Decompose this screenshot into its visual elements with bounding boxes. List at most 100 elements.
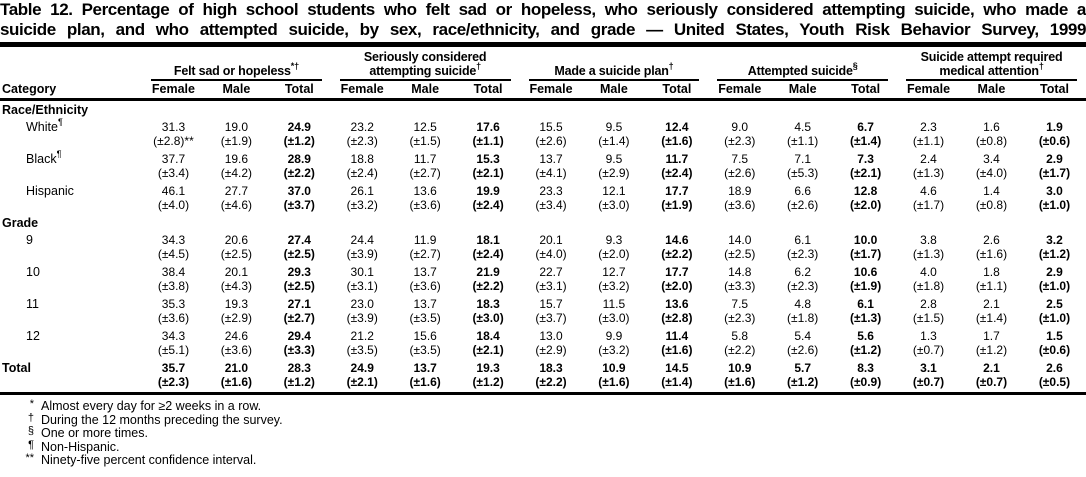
data-cell: 37.0 (±3.7) (268, 182, 331, 214)
column-group-title-line: medical attention† (939, 60, 1044, 78)
confidence-interval: (±2.8) (661, 311, 693, 325)
data-cell: 9.5 (±2.9) (582, 150, 645, 182)
data-cell: 2.5 (±1.0) (1023, 295, 1086, 327)
data-cell: 5.6 (±1.2) (834, 327, 897, 359)
confidence-interval: (±2.6) (535, 134, 567, 148)
percentage-value: 6.1 (794, 233, 812, 247)
data-cell: 24.9 (±1.2) (268, 118, 331, 150)
percentage-value: 4.0 (920, 265, 937, 279)
percentage-value: 4.5 (794, 120, 812, 134)
table-bottom-rule (0, 392, 1086, 395)
data-cell: 23.2 (±2.3) (331, 118, 394, 150)
confidence-interval: (±2.4) (661, 166, 693, 180)
confidence-interval: (±2.3) (346, 134, 378, 148)
data-cell: 7.3 (±2.1) (834, 150, 897, 182)
confidence-interval: (±2.3) (724, 134, 756, 148)
table-title-line1: Table 12. Percentage of high school stud… (0, 0, 1086, 19)
confidence-interval: (±1.6) (661, 134, 693, 148)
data-cell: 18.8 (±2.4) (331, 150, 394, 182)
confidence-interval: (±2.2) (724, 343, 756, 357)
percentage-value: 13.6 (665, 297, 689, 311)
data-cell: 12.5 (±1.5) (394, 118, 457, 150)
confidence-interval: (±1.4) (661, 375, 693, 389)
data-cell: 10.9 (±1.6) (708, 359, 771, 391)
footnote-marker: † (27, 411, 34, 424)
percentage-value: 17.7 (665, 184, 689, 198)
confidence-interval: (±2.0) (849, 198, 882, 212)
percentage-value: 13.7 (413, 297, 437, 311)
confidence-interval: (±4.0) (535, 247, 567, 261)
data-cell: 1.8 (±1.1) (960, 263, 1023, 295)
percentage-value: 35.7 (161, 361, 186, 375)
data-cell: 10.0 (±1.7) (834, 231, 897, 263)
confidence-interval: (±2.1) (472, 343, 504, 357)
confidence-interval: (±4.0) (157, 198, 190, 212)
sex-column-header: Total (456, 81, 520, 101)
percentage-value: 2.9 (1046, 152, 1063, 166)
percentage-value: 15.5 (539, 120, 563, 134)
percentage-value: 11.5 (602, 297, 626, 311)
data-cell: 18.9 (±3.6) (708, 182, 771, 214)
confidence-interval: (±3.5) (409, 343, 441, 357)
confidence-interval: (±4.0) (975, 166, 1008, 180)
percentage-value: 13.6 (413, 184, 437, 198)
data-cell: 7.1 (±5.3) (771, 150, 834, 182)
confidence-interval: (±0.7) (912, 343, 945, 357)
percentage-value: 23.0 (350, 297, 374, 311)
footnote-text: Almost every day for ≥2 weeks in a row. (41, 399, 262, 413)
data-cell: 6.6 (±2.6) (771, 182, 834, 214)
data-cell: 14.0 (±2.5) (708, 231, 771, 263)
confidence-interval: (±2.1) (472, 166, 504, 180)
column-group-title-line: attempting suicide† (369, 60, 481, 78)
data-cell: 15.6 (±3.5) (394, 327, 457, 359)
percentage-value: 9.5 (605, 120, 623, 134)
data-cell: 19.3 (±2.9) (205, 295, 268, 327)
data-cell: 2.4 (±1.3) (897, 150, 960, 182)
percentage-value: 3.0 (1046, 184, 1063, 198)
percentage-value: 20.6 (224, 233, 249, 247)
table-row: Hispanic 46.1 (±4.0) 27.7 (±4.6) 37.0 (±3.7) 26… (0, 182, 1086, 214)
column-group-header: Attempted suicide§ (708, 50, 897, 81)
column-group-title-line: Felt sad or hopeless*† (173, 60, 299, 78)
data-cell: 3.2 (±1.2) (1023, 231, 1086, 263)
percentage-value: 12.5 (413, 120, 437, 134)
row-label: Black¶ (26, 148, 62, 166)
confidence-interval: (±1.7) (1038, 166, 1071, 180)
data-cell: 35.7 (±2.3) (142, 359, 205, 391)
data-cell: 17.7 (±2.0) (645, 263, 708, 295)
data-cell: 11.7 (±2.7) (394, 150, 457, 182)
confidence-interval: (±3.0) (472, 311, 504, 325)
data-cell: 14.6 (±2.2) (645, 231, 708, 263)
footnote: ¶ Non-Hispanic. (0, 439, 1086, 455)
row-label: Total (2, 361, 31, 375)
confidence-interval: (±3.6) (409, 198, 441, 212)
percentage-value: 6.1 (857, 297, 874, 311)
column-group-header: Made a suicide plan† (520, 50, 709, 81)
data-cell: 13.7 (±3.5) (394, 295, 457, 327)
data-cell: 14.8 (±3.3) (708, 263, 771, 295)
percentage-value: 5.8 (731, 329, 749, 343)
data-cell: 23.3 (±3.4) (520, 182, 583, 214)
data-cell: 28.9 (±2.2) (268, 150, 331, 182)
percentage-value: 12.8 (853, 184, 878, 198)
percentage-value: 4.8 (794, 297, 812, 311)
group-header-spacer (0, 50, 142, 81)
data-cell: 1.5 (±0.6) (1023, 327, 1086, 359)
confidence-interval: (±1.7) (849, 247, 882, 261)
confidence-interval: (±3.2) (598, 279, 630, 293)
data-cell: 21.0 (±1.6) (205, 359, 268, 391)
percentage-value: 34.3 (161, 329, 186, 343)
confidence-interval: (±0.7) (975, 375, 1008, 389)
percentage-value: 2.4 (920, 152, 937, 166)
confidence-interval: (±0.8) (975, 198, 1008, 212)
percentage-value: 24.6 (224, 329, 249, 343)
category-column-header: Category (0, 81, 142, 101)
footnote-marker: * (29, 398, 34, 410)
table-row: 10 38.4 (±3.8) 20.1 (±4.3) 29.3 (±2.5) 30.1 (±3.… (0, 263, 1086, 295)
row-label: 10 (26, 265, 40, 279)
confidence-interval: (±3.0) (598, 198, 630, 212)
confidence-interval: (±2.7) (409, 247, 441, 261)
data-cell: 4.6 (±1.7) (897, 182, 960, 214)
confidence-interval: (±2.3) (157, 375, 190, 389)
confidence-interval: (±3.3) (283, 343, 315, 357)
